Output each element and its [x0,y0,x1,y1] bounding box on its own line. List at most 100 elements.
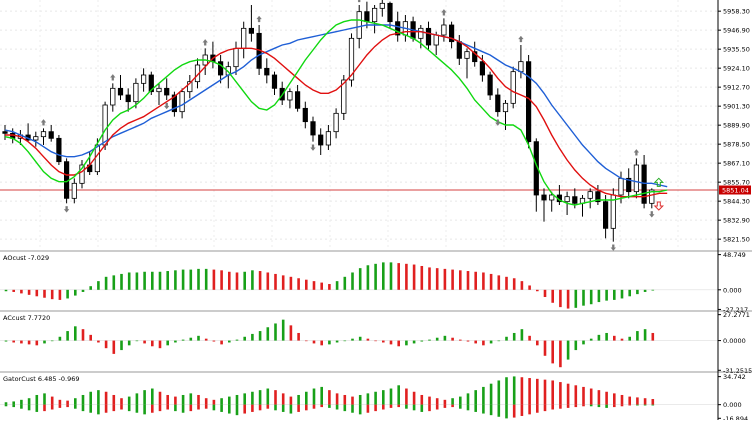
gator-upper-bar [382,390,385,405]
ac2-bar [166,340,169,346]
gator-lower-bar [374,404,377,412]
ac1-bars [4,262,655,309]
ac1-bar [566,289,570,309]
ac1-bar [443,268,447,290]
gator-upper-bar [166,394,169,405]
gator-upper-bar [405,388,408,405]
gator-lower-bar [474,404,477,412]
ac1-bar [389,262,393,290]
candle [248,27,254,34]
ac1-bar [235,272,239,290]
panel-title: GatorCust 6.485 -0.969 [3,375,80,383]
gator-lower-bar [58,404,62,408]
ac1-bar [358,268,362,290]
gator-upper-bar [120,398,123,405]
ac1-bar [543,289,547,298]
ac1-bar [320,282,323,290]
candle [641,164,647,204]
candle [549,194,555,201]
gator-upper-bar [374,391,377,405]
candle [294,91,301,109]
candle [502,102,509,113]
ac2-bar [366,338,370,341]
ac2-bar [551,340,554,364]
ac2-bar [151,340,154,347]
candle [241,27,247,49]
gator-upper-bar [389,388,393,405]
gator-lower-bar [43,404,46,412]
gator-lower-bar [351,404,354,413]
gator-upper-bar [466,393,470,405]
gator-lower-bar [559,404,562,409]
ac1-bar [58,289,62,300]
gator-upper-bar [12,401,15,405]
candle [364,11,370,23]
gator-lower-bar [605,404,608,408]
gator-upper-bar [189,393,193,405]
gator-lower-bar [643,404,647,406]
gator-upper-bar [551,380,554,405]
gator-upper-bar [320,386,323,405]
ac1-bar [505,276,508,290]
ac2-bar [628,336,631,341]
ac2-bar [651,332,655,341]
gator-upper-bar [243,393,246,405]
ac1-bar [166,271,169,290]
ac1-bar [651,289,655,291]
gator-lower-bar [589,404,593,407]
ac2-bar [335,340,339,343]
ac1-bar [143,271,146,290]
y-tick-label: 5901.30 [723,103,750,111]
candle [325,131,332,146]
candle [487,74,493,96]
ac1-bar [574,289,578,308]
candle [179,91,185,113]
ac2-bar [120,340,123,351]
y-tick-label: 5844.30 [723,198,750,206]
ac1-bar [212,269,216,290]
ac2-bar [328,340,331,345]
gator-lower-bar [536,404,539,413]
gator-lower-bar [81,404,85,412]
gator-lower-bar [289,404,293,414]
candle [133,82,139,103]
gator-upper-bar [20,399,23,405]
ac1-bar [228,271,231,290]
gator-upper-bar [412,391,416,405]
ac2-bar [520,329,524,341]
gator-lower-bar [281,404,285,412]
ac2-bar [459,339,462,341]
ac1-bar [97,281,100,290]
gator-lower-bar [274,404,277,411]
ac2-bar [505,336,508,341]
ac1-bar [189,269,193,290]
ac2-bar [320,340,323,346]
fractal-down-marker [653,201,665,211]
gator-lower-bar [343,404,347,412]
ac1-bar [597,289,601,303]
ac1-bar [220,270,223,290]
ac2-bar [597,334,601,341]
gator-upper-bar [613,393,616,405]
gator-upper-bar [220,398,223,405]
gator-lower-bar [4,404,8,407]
candle [33,136,39,141]
gator-lower-bar [20,404,23,409]
ac1-bar [289,276,293,290]
y-tick-label: 27.2771 [723,311,750,319]
candles-group [0,0,718,251]
gator-lower-bar [366,404,370,413]
ac1-bar [112,275,116,290]
candle [94,144,100,173]
ac2-bar [351,338,354,341]
candle [472,51,478,63]
candle [148,74,154,93]
fractal-up-arrow [518,35,524,43]
ac2-bar [127,340,131,346]
candle [526,61,532,143]
gator-lower-bar [312,404,316,409]
gator-lower-bar [505,404,508,419]
candle [40,131,47,138]
gator-upper-bar [543,379,547,405]
ac2-bar [74,326,77,341]
